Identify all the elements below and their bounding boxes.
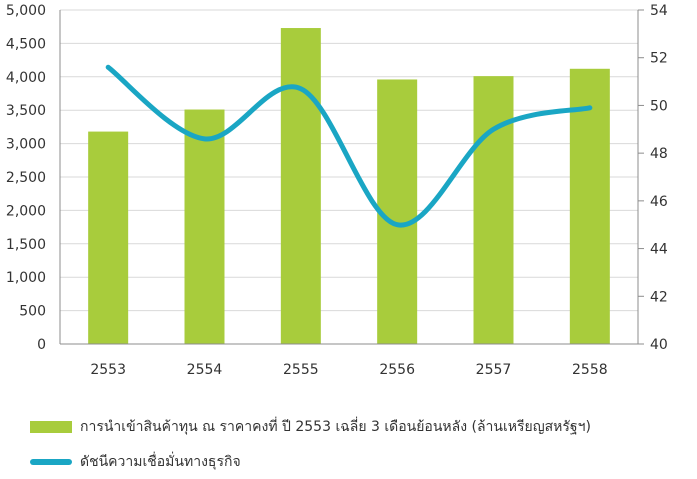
y-left-tick-label: 3,500 bbox=[6, 103, 46, 119]
legend-line-label: ดัชนีความเชื่อมั่นทางธุรกิจ bbox=[80, 454, 241, 470]
bar-series bbox=[88, 28, 610, 345]
y-left-tick-label: 2,500 bbox=[6, 170, 46, 186]
legend-bar-label: การนำเข้าสินค้าทุน ณ ราคาคงที่ ปี 2553 เ… bbox=[80, 419, 591, 435]
x-tick-label: 2554 bbox=[187, 362, 223, 378]
x-tick-label: 2558 bbox=[572, 362, 608, 378]
y-left-tick-label: 5,000 bbox=[6, 3, 46, 19]
y-left-tick-label: 2,000 bbox=[6, 203, 46, 219]
y-right-tick-label: 54 bbox=[650, 3, 668, 19]
y-right-tick-label: 52 bbox=[650, 51, 668, 67]
legend-bar-swatch bbox=[30, 421, 72, 433]
bar-2553 bbox=[88, 131, 129, 344]
y-left-tick-label: 0 bbox=[37, 337, 46, 353]
y-left-tick-label: 4,000 bbox=[6, 70, 46, 86]
y-right-tick-label: 50 bbox=[650, 98, 668, 114]
legend-item-bars: การนำเข้าสินค้าทุน ณ ราคาคงที่ ปี 2553 เ… bbox=[30, 416, 591, 438]
line-series-path bbox=[105, 64, 593, 228]
axes bbox=[59, 9, 644, 345]
tick-labels: 0 500 1,000 1,500 2,000 2,500 3,000 3,500 4,000 4… bbox=[6, 3, 668, 378]
y-right-tick-label: 44 bbox=[650, 242, 668, 258]
legend-line-swatch bbox=[30, 459, 72, 465]
bar-2556 bbox=[377, 79, 418, 345]
y-right-tick-label: 46 bbox=[650, 194, 668, 210]
y-left-tick-label: 4,500 bbox=[6, 36, 46, 52]
y-right-tick-label: 48 bbox=[650, 146, 668, 162]
x-tick-label: 2556 bbox=[379, 362, 415, 378]
y-right-tick-label: 42 bbox=[650, 289, 668, 305]
y-left-tick-label: 1,500 bbox=[6, 237, 46, 253]
legend-item-line: ดัชนีความเชื่อมั่นทางธุรกิจ bbox=[30, 451, 241, 473]
line-series bbox=[105, 64, 593, 228]
bar-2558 bbox=[569, 68, 610, 344]
x-tick-label: 2553 bbox=[90, 362, 126, 378]
y-left-tick-label: 3,000 bbox=[6, 137, 46, 153]
bar-2555 bbox=[280, 28, 321, 344]
bar-2554 bbox=[184, 109, 225, 344]
y-right-tick-label: 40 bbox=[650, 337, 668, 353]
y-left-tick-label: 1,000 bbox=[6, 270, 46, 286]
y-left-tick-label: 500 bbox=[19, 304, 46, 320]
bar-2557 bbox=[473, 76, 514, 344]
x-tick-label: 2557 bbox=[476, 362, 512, 378]
x-tick-label: 2555 bbox=[283, 362, 319, 378]
